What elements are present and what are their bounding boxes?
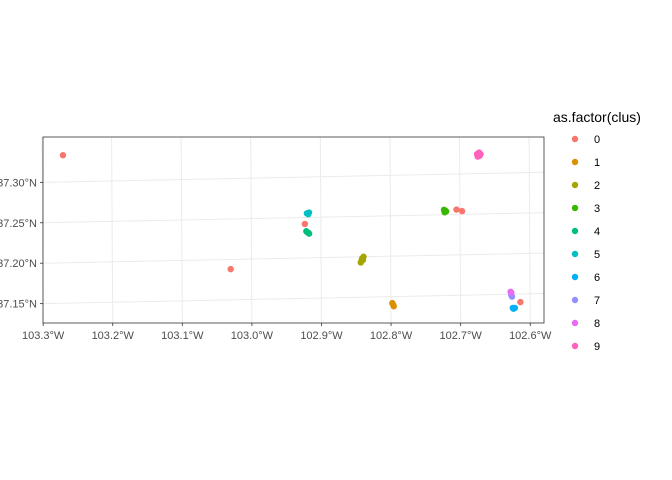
cluster-5-point [305,210,312,218]
legend-key-9 [571,342,579,350]
legend-key-0 [571,135,579,143]
legend-label-5: 5 [594,249,600,261]
x-tick-label: 103.3°W [22,330,65,342]
cluster-0-point [227,265,234,273]
x-gridline [180,136,183,324]
legend: as.factor(clus) 0 1 2 3 4 5 6 7 8 9 [553,109,641,353]
cluster-0-point [59,152,67,159]
legend-label-1: 1 [594,157,600,169]
x-gridline [319,136,322,324]
y-tick-label: 37.15°N [0,299,37,311]
y-gridline [42,171,545,183]
y-axis: 37.15°N 37.20°N 37.25°N 37.30°N [0,177,43,311]
legend-key-2 [571,181,579,189]
x-tick-label: 103.2°W [92,330,135,342]
legend-key-4 [571,227,579,235]
legend-label-6: 6 [594,272,600,284]
legend-key-1 [571,158,579,166]
cluster-6-point [510,305,517,312]
y-tick-label: 37.30°N [0,177,37,189]
x-tick-label: 102.7°W [439,330,482,342]
cluster-0-point [453,206,460,213]
cluster-8-point [508,289,515,296]
x-gridline [111,136,114,324]
cluster-0-point [301,220,309,228]
x-tick-label: 102.9°W [300,330,343,342]
x-tick-label: 103.1°W [161,330,204,342]
legend-key-8 [571,319,579,327]
cluster-3-point [442,208,450,215]
y-gridline [42,252,545,264]
panel-border [42,136,545,324]
y-tick-label: 37.25°N [0,218,37,230]
legend-label-2: 2 [594,180,600,192]
cluster-4-point [303,228,310,235]
legend-label-9: 9 [594,341,600,353]
x-gridline [459,136,462,324]
cluster-2-point [359,256,367,264]
legend-title: as.factor(clus) [553,109,641,125]
legend-key-6 [571,273,579,281]
legend-label-0: 0 [594,134,600,146]
x-gridline [528,136,531,324]
cluster-9-point [477,150,484,158]
data-points [59,149,524,312]
y-gridline [42,212,545,224]
gridlines [41,136,545,324]
legend-key-5 [571,250,579,258]
x-gridline [389,136,392,324]
cluster-1-point [389,299,396,307]
cluster-0-point [517,298,524,306]
x-tick-label: 102.6°W [509,330,552,342]
y-tick-label: 37.20°N [0,258,37,270]
x-tick-label: 102.8°W [370,330,413,342]
cluster-0-point [458,207,466,215]
legend-label-4: 4 [594,226,600,238]
y-gridline [42,293,545,305]
legend-label-3: 3 [594,203,600,215]
x-axis: 103.3°W 103.2°W 103.1°W 103.0°W 102.9°W 102.8… [22,323,552,342]
legend-label-8: 8 [594,318,600,330]
x-tick-label: 103.0°W [231,330,274,342]
legend-label-7: 7 [594,295,600,307]
legend-key-7 [571,296,579,304]
x-gridline [250,136,253,324]
legend-key-3 [571,204,579,212]
